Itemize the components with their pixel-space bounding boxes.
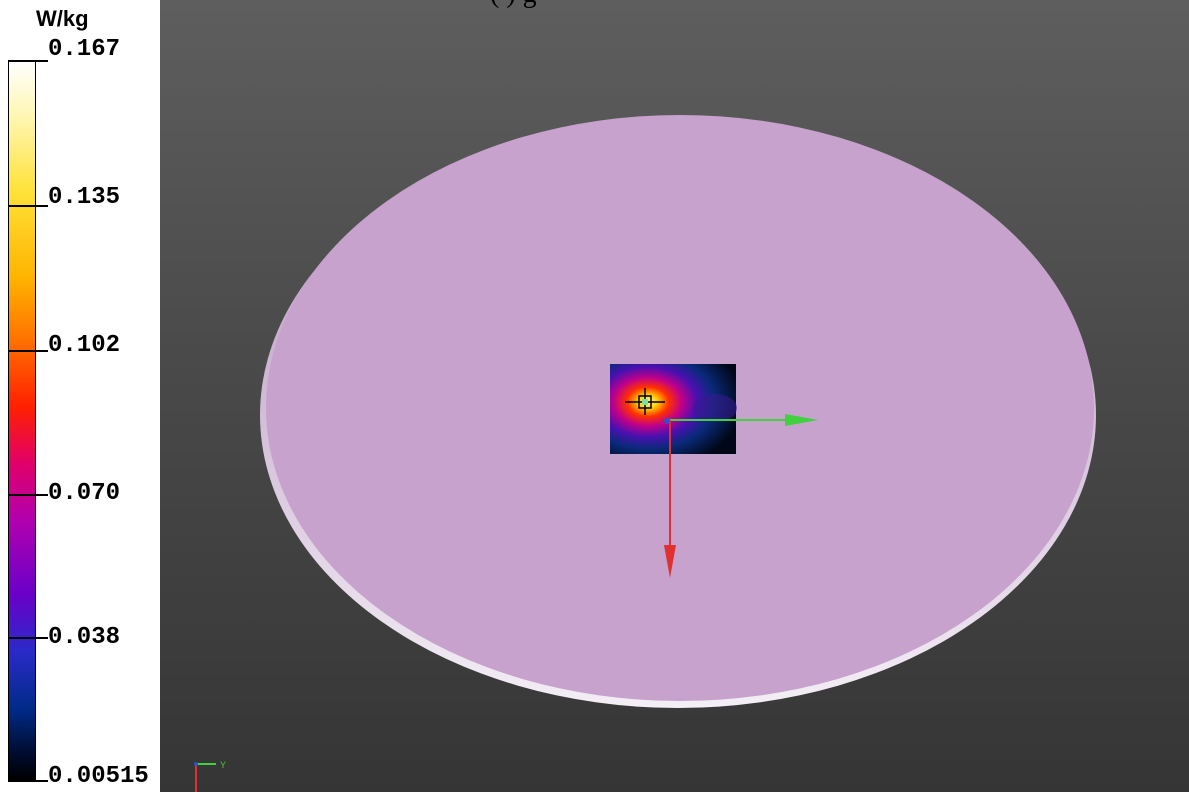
axis-triad: Y — [194, 760, 226, 792]
crosshair-box — [638, 395, 652, 409]
tick-label: 0.102 — [48, 332, 121, 359]
color-scale-bar — [8, 60, 36, 782]
tick-mark — [8, 60, 48, 62]
cropped-caption: ( ) g — [490, 0, 537, 10]
tick-label: 0.038 — [48, 624, 121, 651]
sar-scan-area — [610, 364, 737, 454]
tick-label: 0.135 — [48, 184, 121, 211]
tick-mark — [8, 350, 48, 352]
tick-mark — [8, 780, 48, 782]
origin-marker — [664, 418, 670, 424]
y-axis-arrow — [785, 414, 818, 426]
scene-canvas: Y — [194, 115, 1096, 792]
3d-viewport[interactable]: Y ( ) g — [160, 0, 1189, 792]
coordinate-axes — [664, 414, 818, 578]
sar-tail — [693, 394, 737, 422]
tick-mark — [8, 494, 48, 496]
triad-z-axis — [194, 762, 198, 766]
tick-label-min: 0.00515 — [48, 763, 149, 790]
x-axis-arrow — [664, 545, 676, 578]
tick-label: 0.070 — [48, 480, 121, 507]
triad-y-label: Y — [220, 760, 226, 770]
tick-mark — [8, 637, 48, 639]
unit-label: W/kg — [36, 6, 89, 31]
colorbar-legend: W/kg 0.167 0.135 0.102 0.070 0.038 0.005… — [0, 0, 160, 792]
crosshair-center — [642, 399, 648, 405]
tick-mark — [8, 205, 48, 207]
tick-label-max: 0.167 — [48, 36, 121, 63]
